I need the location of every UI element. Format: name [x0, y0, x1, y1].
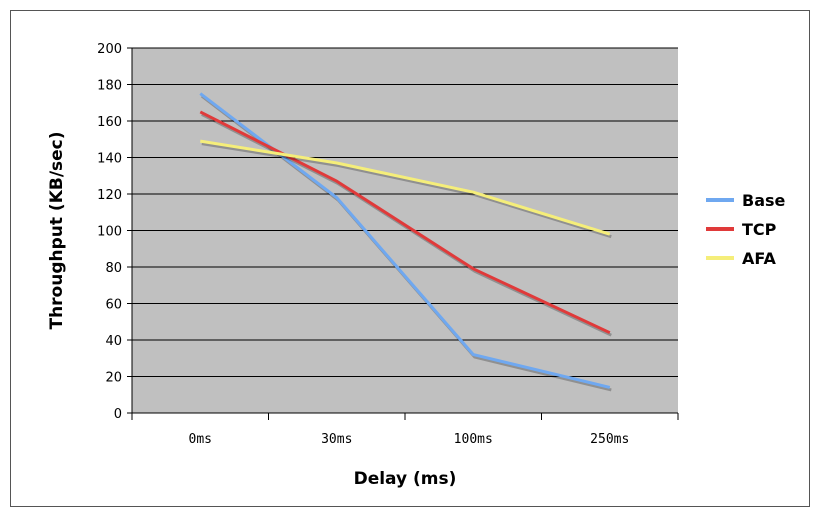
y-tick-labels: 0 20 40 60 80 100 120 140 160 180 200	[97, 42, 122, 422]
gridlines	[132, 47, 678, 414]
axes	[127, 47, 679, 420]
series-line-afa	[200, 139, 611, 236]
x-tick-label: 30ms	[321, 432, 352, 447]
y-tick-label: 0	[114, 407, 122, 422]
y-tick-label: 120	[97, 188, 122, 203]
series-lines	[199, 92, 612, 392]
legend: Base TCP AFA	[706, 191, 786, 268]
legend-label-tcp: TCP	[742, 220, 777, 239]
series-line-shadow	[201, 142, 612, 239]
legend-label-base: Base	[742, 191, 786, 210]
y-tick-label: 140	[97, 152, 122, 167]
x-tick-label: 250ms	[590, 432, 629, 447]
series-line-tcp	[199, 110, 611, 335]
legend-label-afa: AFA	[742, 249, 776, 268]
x-axis-title: Delay (ms)	[354, 469, 457, 489]
y-axis-title: Throughput (KB/sec)	[47, 131, 67, 329]
y-tick-label: 60	[105, 298, 122, 313]
y-tick-label: 40	[105, 334, 122, 349]
y-tick-label: 80	[105, 261, 122, 276]
y-tick-label: 100	[97, 225, 122, 240]
x-tick-label: 0ms	[189, 432, 212, 447]
y-tick-label: 180	[97, 79, 122, 94]
y-tick-label: 160	[97, 115, 122, 130]
y-tick-label: 20	[105, 371, 122, 386]
x-tick-label: 100ms	[454, 432, 493, 447]
y-tick-label: 200	[97, 42, 122, 57]
x-tick-labels: 0ms 30ms 100ms 250ms	[189, 432, 630, 447]
